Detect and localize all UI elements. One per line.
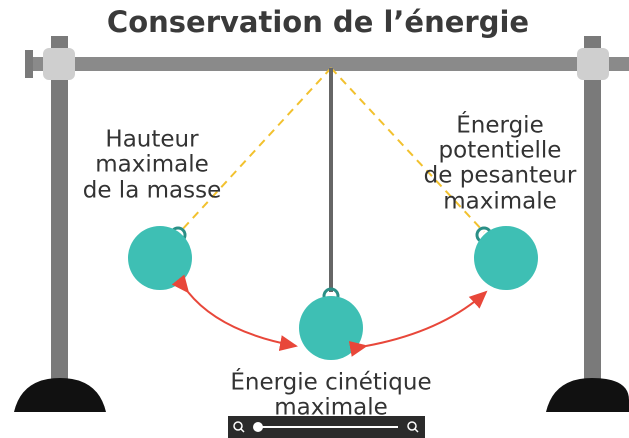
- zoom-bar[interactable]: [228, 416, 425, 438]
- title: Conservation de l’énergie: [107, 5, 529, 39]
- right-base: [546, 378, 629, 412]
- left-post: [51, 36, 68, 396]
- left-base: [14, 378, 106, 412]
- label: Énergie: [456, 111, 543, 139]
- label: de la masse: [83, 178, 221, 204]
- arrow: [366, 292, 486, 346]
- left-mass: [128, 226, 192, 290]
- diagram: Conservation de l’énergie Hauteur maxima…: [0, 0, 629, 438]
- center-mass: [299, 296, 363, 360]
- label: Hauteur: [105, 127, 199, 153]
- connector: [43, 48, 75, 80]
- label: maximale: [443, 189, 557, 215]
- label: maximale: [95, 152, 209, 178]
- arrow: [188, 292, 296, 346]
- left-string: [180, 68, 331, 232]
- crossbar: [25, 57, 629, 71]
- bar-end: [25, 50, 33, 78]
- label: de pesanteur: [424, 163, 577, 189]
- right-mass: [474, 226, 538, 290]
- connector: [577, 48, 609, 80]
- zoom-handle[interactable]: [253, 422, 263, 432]
- right-post: [584, 36, 601, 396]
- label: Énergie cinétique: [230, 368, 431, 396]
- label: potentielle: [439, 138, 562, 164]
